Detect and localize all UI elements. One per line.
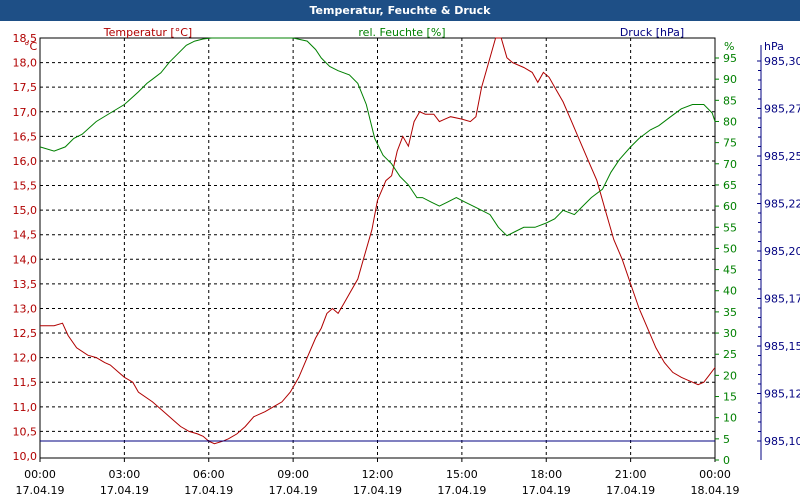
y-tick-label-humidity: 35 bbox=[723, 306, 737, 319]
y-tick-label-humidity: 85 bbox=[723, 94, 737, 107]
x-tick-label-time: 03:00 bbox=[109, 468, 141, 481]
y-tick-label-humidity: 5 bbox=[723, 433, 730, 446]
y-tick-label-pressure: 985,22 bbox=[764, 198, 800, 211]
y-tick-label-humidity: 60 bbox=[723, 200, 737, 213]
y-tick-label-humidity: 55 bbox=[723, 221, 737, 234]
y-tick-label-humidity: 10 bbox=[723, 412, 737, 425]
y-tick-label-temperature: 15,5 bbox=[13, 180, 38, 193]
x-tick-label-time: 12:00 bbox=[362, 468, 394, 481]
y-tick-label-humidity: 45 bbox=[723, 264, 737, 277]
y-tick-label-temperature: 15,0 bbox=[13, 204, 38, 217]
x-tick-label-time: 15:00 bbox=[446, 468, 478, 481]
y-tick-label-temperature: 16,0 bbox=[13, 155, 38, 168]
y-tick-label-humidity: 65 bbox=[723, 179, 737, 192]
x-tick-label-date: 17.04.19 bbox=[100, 484, 149, 497]
y-tick-label-humidity: 50 bbox=[723, 242, 737, 255]
y-tick-label-pressure: 985,15 bbox=[764, 340, 800, 353]
y-tick-label-temperature: 10,5 bbox=[13, 425, 38, 438]
y-tick-label-temperature: 14,5 bbox=[13, 229, 38, 242]
y-tick-label-pressure: 985,17 bbox=[764, 293, 800, 306]
x-tick-label-date: 17.04.19 bbox=[184, 484, 233, 497]
x-tick-label-time: 09:00 bbox=[277, 468, 309, 481]
x-tick-label-date: 17.04.19 bbox=[353, 484, 402, 497]
y-tick-label-humidity: 40 bbox=[723, 285, 737, 298]
y-tick-label-pressure: 985,12 bbox=[764, 388, 800, 401]
window-title: Temperatur, Feuchte & Druck bbox=[0, 0, 800, 21]
y-tick-label-temperature: 18,0 bbox=[13, 57, 38, 70]
y-tick-label-humidity: 75 bbox=[723, 137, 737, 150]
humidity-unit-label: % bbox=[724, 40, 734, 53]
x-tick-label-time: 00:00 bbox=[24, 468, 56, 481]
y-tick-label-humidity: 30 bbox=[723, 327, 737, 340]
y-tick-label-humidity: 15 bbox=[723, 391, 737, 404]
x-tick-label-time: 00:00 bbox=[699, 468, 731, 481]
y-tick-label-pressure: 985,10 bbox=[764, 435, 800, 448]
y-tick-label-temperature: 13,0 bbox=[13, 302, 38, 315]
x-tick-label-date: 18.04.19 bbox=[691, 484, 740, 497]
y-tick-label-pressure: 985,20 bbox=[764, 245, 800, 258]
y-tick-label-pressure: 985,30 bbox=[764, 55, 800, 68]
x-tick-label-date: 17.04.19 bbox=[437, 484, 486, 497]
legend-pressure: Druck [hPa] bbox=[620, 26, 684, 39]
y-tick-label-humidity: 0 bbox=[723, 454, 730, 467]
y-tick-label-humidity: 95 bbox=[723, 52, 737, 65]
temperature-unit-label: °C bbox=[24, 40, 38, 53]
y-tick-label-temperature: 14,0 bbox=[13, 253, 38, 266]
y-tick-label-pressure: 985,25 bbox=[764, 150, 800, 163]
x-tick-label-time: 18:00 bbox=[530, 468, 562, 481]
y-tick-label-temperature: 18,5 bbox=[13, 32, 38, 45]
y-tick-label-humidity: 20 bbox=[723, 369, 737, 382]
x-tick-label-date: 17.04.19 bbox=[269, 484, 318, 497]
y-tick-label-humidity: 80 bbox=[723, 115, 737, 128]
x-tick-label-date: 17.04.19 bbox=[606, 484, 655, 497]
series-line-temperature bbox=[40, 37, 716, 445]
y-tick-label-pressure: 985,27 bbox=[764, 103, 800, 116]
pressure-unit-label: hPa bbox=[764, 40, 784, 53]
y-tick-label-humidity: 70 bbox=[723, 158, 737, 171]
x-tick-label-time: 21:00 bbox=[615, 468, 647, 481]
legend-humidity: rel. Feuchte [%] bbox=[358, 26, 445, 39]
y-tick-label-temperature: 10,0 bbox=[13, 450, 38, 463]
y-tick-label-temperature: 11,0 bbox=[13, 401, 38, 414]
y-tick-label-temperature: 11,5 bbox=[13, 376, 38, 389]
y-tick-label-temperature: 17,5 bbox=[13, 81, 38, 94]
y-tick-label-temperature: 12,5 bbox=[13, 327, 38, 340]
legend-temperature: Temperatur [°C] bbox=[103, 26, 192, 39]
y-tick-label-humidity: 25 bbox=[723, 348, 737, 361]
y-tick-label-temperature: 17,0 bbox=[13, 106, 38, 119]
x-tick-label-date: 17.04.19 bbox=[522, 484, 571, 497]
series-line-humidity bbox=[39, 37, 716, 237]
x-tick-label-date: 17.04.19 bbox=[16, 484, 65, 497]
y-tick-label-temperature: 12,0 bbox=[13, 352, 38, 365]
y-tick-label-temperature: 13,5 bbox=[13, 278, 38, 291]
x-tick-label-time: 06:00 bbox=[193, 468, 225, 481]
y-tick-label-humidity: 90 bbox=[723, 73, 737, 86]
y-tick-label-temperature: 16,5 bbox=[13, 130, 38, 143]
